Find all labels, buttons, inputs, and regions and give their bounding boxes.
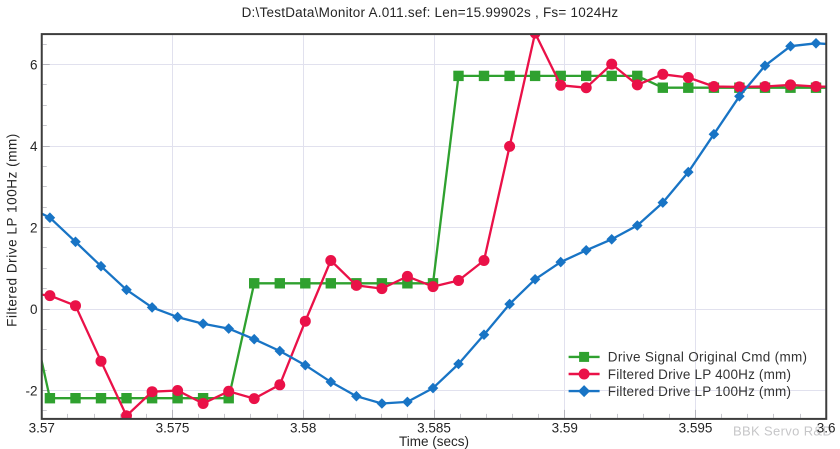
svg-text:4: 4	[30, 139, 38, 154]
svg-text:3.595: 3.595	[679, 421, 713, 436]
svg-text:Drive Signal Original Cmd (mm): Drive Signal Original Cmd (mm)	[608, 350, 808, 365]
svg-text:Time (secs): Time (secs)	[399, 434, 469, 449]
svg-text:0: 0	[30, 302, 38, 317]
svg-text:2: 2	[30, 220, 38, 235]
svg-text:-2: -2	[25, 383, 37, 398]
svg-text:3.59: 3.59	[552, 421, 578, 436]
svg-text:3.575: 3.575	[156, 421, 190, 436]
svg-text:Filtered Drive LP 100Hz (mm): Filtered Drive LP 100Hz (mm)	[608, 384, 791, 399]
svg-text:3.585: 3.585	[417, 421, 451, 436]
svg-text:6: 6	[30, 57, 38, 72]
svg-text:BBK Servo R&D: BBK Servo R&D	[733, 424, 832, 439]
svg-text:Filtered Drive LP 100Hz (mm): Filtered Drive LP 100Hz (mm)	[5, 133, 20, 327]
svg-text:3.57: 3.57	[29, 421, 55, 436]
svg-text:3.6: 3.6	[817, 421, 836, 436]
svg-text:Filtered Drive LP 400Hz (mm): Filtered Drive LP 400Hz (mm)	[608, 367, 791, 382]
svg-text:D:\TestData\Monitor A.011.sef:: D:\TestData\Monitor A.011.sef: Len=15.99…	[242, 5, 619, 20]
svg-text:3.58: 3.58	[290, 421, 316, 436]
